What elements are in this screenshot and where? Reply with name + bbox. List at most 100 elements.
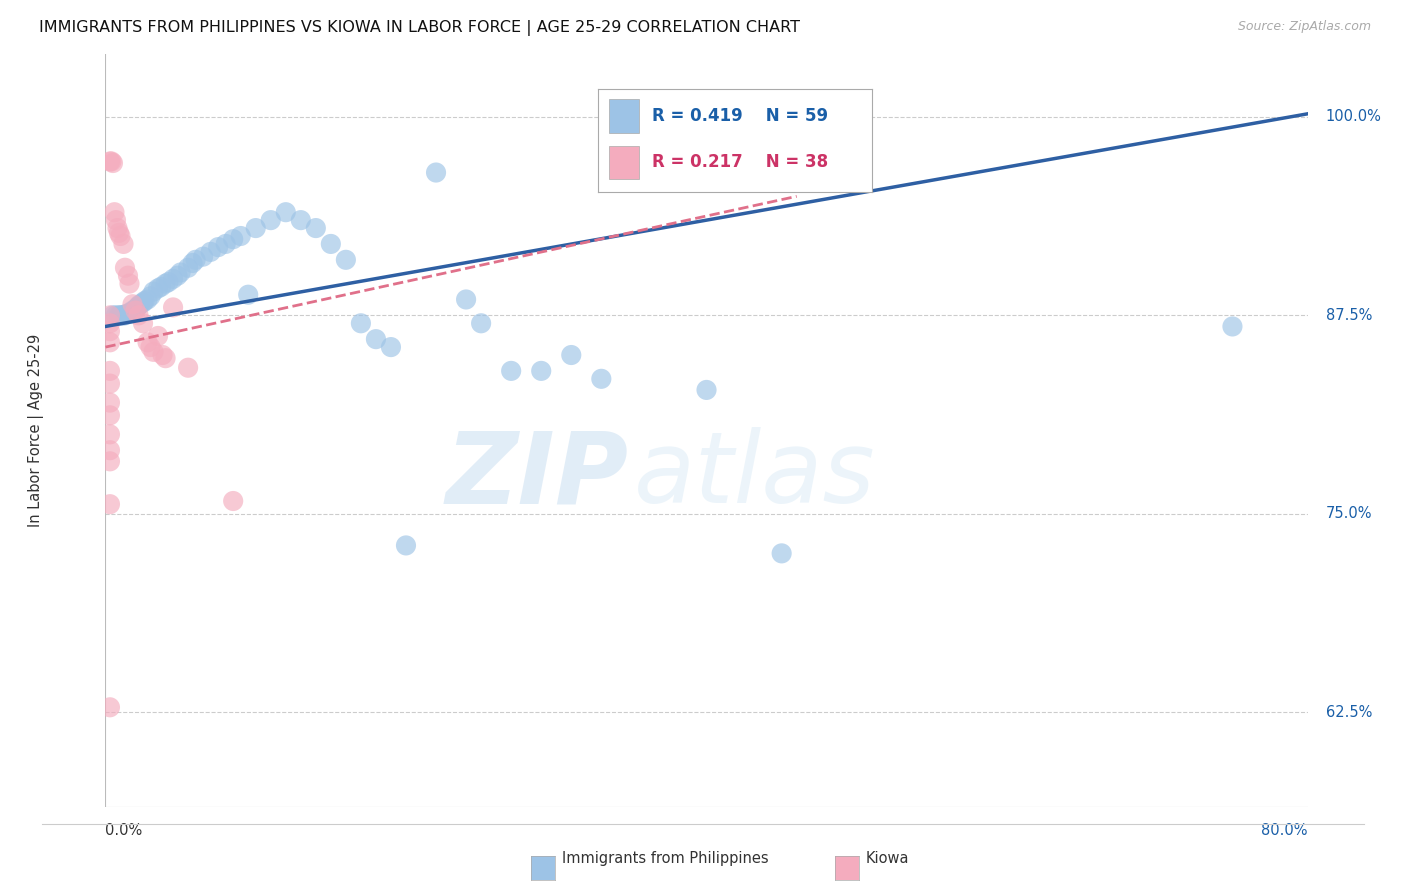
Point <box>128 309 150 323</box>
Point <box>98 376 121 391</box>
Text: R = 0.217    N = 38: R = 0.217 N = 38 <box>652 153 828 171</box>
Point <box>98 454 121 468</box>
Point <box>104 213 127 227</box>
FancyBboxPatch shape <box>609 145 638 179</box>
Point <box>290 213 312 227</box>
Point <box>118 307 141 321</box>
Point <box>146 329 169 343</box>
Point <box>162 272 184 286</box>
Point <box>117 268 139 283</box>
Point <box>454 293 477 307</box>
Point <box>98 316 121 330</box>
Point <box>181 256 204 270</box>
Point <box>177 360 200 375</box>
Point <box>98 154 121 169</box>
Point <box>169 265 191 279</box>
Point <box>470 316 492 330</box>
Point <box>696 383 718 397</box>
Point <box>121 297 143 311</box>
Point <box>114 309 136 323</box>
Text: 87.5%: 87.5% <box>1326 308 1372 323</box>
Text: 80.0%: 80.0% <box>1261 823 1308 838</box>
Text: 0.0%: 0.0% <box>105 823 142 838</box>
Point <box>380 340 402 354</box>
Point <box>125 301 148 315</box>
Point <box>98 395 121 409</box>
Point <box>108 309 131 323</box>
Point <box>111 309 134 323</box>
Point <box>191 250 214 264</box>
Text: Source: ZipAtlas.com: Source: ZipAtlas.com <box>1237 20 1371 33</box>
Point <box>425 165 447 179</box>
Point <box>591 372 613 386</box>
Point <box>128 299 150 313</box>
Text: R = 0.419    N = 59: R = 0.419 N = 59 <box>652 107 828 125</box>
Point <box>222 494 245 508</box>
Point <box>107 221 129 235</box>
Point <box>98 497 121 511</box>
Point <box>100 154 122 169</box>
Point <box>132 316 155 330</box>
Point <box>98 335 121 350</box>
Point <box>214 236 236 251</box>
Point <box>132 295 155 310</box>
Point <box>364 332 387 346</box>
Text: In Labor Force | Age 25-29: In Labor Force | Age 25-29 <box>28 334 44 527</box>
Point <box>305 221 328 235</box>
Point <box>245 221 267 235</box>
Text: 62.5%: 62.5% <box>1326 705 1372 720</box>
Point <box>98 324 121 338</box>
Text: IMMIGRANTS FROM PHILIPPINES VS KIOWA IN LABOR FORCE | AGE 25-29 CORRELATION CHAR: IMMIGRANTS FROM PHILIPPINES VS KIOWA IN … <box>39 20 800 36</box>
Point <box>117 307 139 321</box>
Text: ZIP: ZIP <box>446 427 628 524</box>
Point <box>319 236 342 251</box>
Point <box>139 289 162 303</box>
Point <box>110 309 132 323</box>
Point <box>560 348 582 362</box>
Point <box>229 229 252 244</box>
Point <box>177 260 200 275</box>
Point <box>103 205 125 219</box>
Point <box>139 340 162 354</box>
Point <box>150 280 173 294</box>
Point <box>142 285 165 299</box>
Point <box>222 232 245 246</box>
Point <box>98 364 121 378</box>
Text: atlas: atlas <box>634 427 876 524</box>
Point <box>260 213 283 227</box>
Point <box>108 226 131 240</box>
Point <box>120 305 142 319</box>
Point <box>98 427 121 442</box>
Point <box>770 546 793 560</box>
Text: Immigrants from Philippines: Immigrants from Philippines <box>562 851 769 865</box>
Point <box>142 344 165 359</box>
Point <box>115 307 138 321</box>
Point <box>146 281 169 295</box>
Point <box>166 268 188 283</box>
Point <box>155 351 177 366</box>
FancyBboxPatch shape <box>609 99 638 133</box>
Point <box>104 309 127 323</box>
Point <box>101 309 124 323</box>
Point <box>238 287 260 301</box>
Point <box>350 316 373 330</box>
Point <box>121 303 143 318</box>
Point <box>124 303 146 318</box>
Point <box>335 252 357 267</box>
Point <box>200 244 222 259</box>
Point <box>184 252 207 267</box>
Point <box>112 236 135 251</box>
Point <box>155 277 177 291</box>
Point <box>157 275 180 289</box>
Point <box>124 301 146 316</box>
Point <box>136 335 159 350</box>
Point <box>129 297 152 311</box>
Point <box>134 294 156 309</box>
Point <box>110 229 132 244</box>
Point <box>530 364 553 378</box>
Point <box>114 260 136 275</box>
Point <box>1222 319 1244 334</box>
Text: 75.0%: 75.0% <box>1326 506 1372 521</box>
Text: Kiowa: Kiowa <box>866 851 910 865</box>
Point <box>98 443 121 458</box>
